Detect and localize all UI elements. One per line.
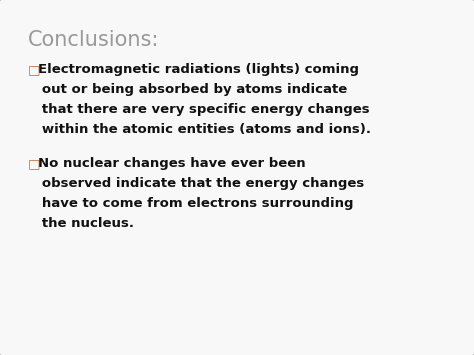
Text: the nucleus.: the nucleus. xyxy=(28,217,134,230)
Text: within the atomic entities (atoms and ions).: within the atomic entities (atoms and io… xyxy=(28,123,371,136)
Text: Conclusions:: Conclusions: xyxy=(28,30,159,50)
Text: have to come from electrons surrounding: have to come from electrons surrounding xyxy=(28,197,354,210)
Text: observed indicate that the energy changes: observed indicate that the energy change… xyxy=(28,177,364,190)
Text: that there are very specific energy changes: that there are very specific energy chan… xyxy=(28,103,370,116)
Text: Electromagnetic radiations (lights) coming: Electromagnetic radiations (lights) comi… xyxy=(38,63,359,76)
Text: No nuclear changes have ever been: No nuclear changes have ever been xyxy=(38,157,306,170)
Text: □: □ xyxy=(28,63,40,76)
Text: out or being absorbed by atoms indicate: out or being absorbed by atoms indicate xyxy=(28,83,347,96)
Text: □: □ xyxy=(28,157,40,170)
